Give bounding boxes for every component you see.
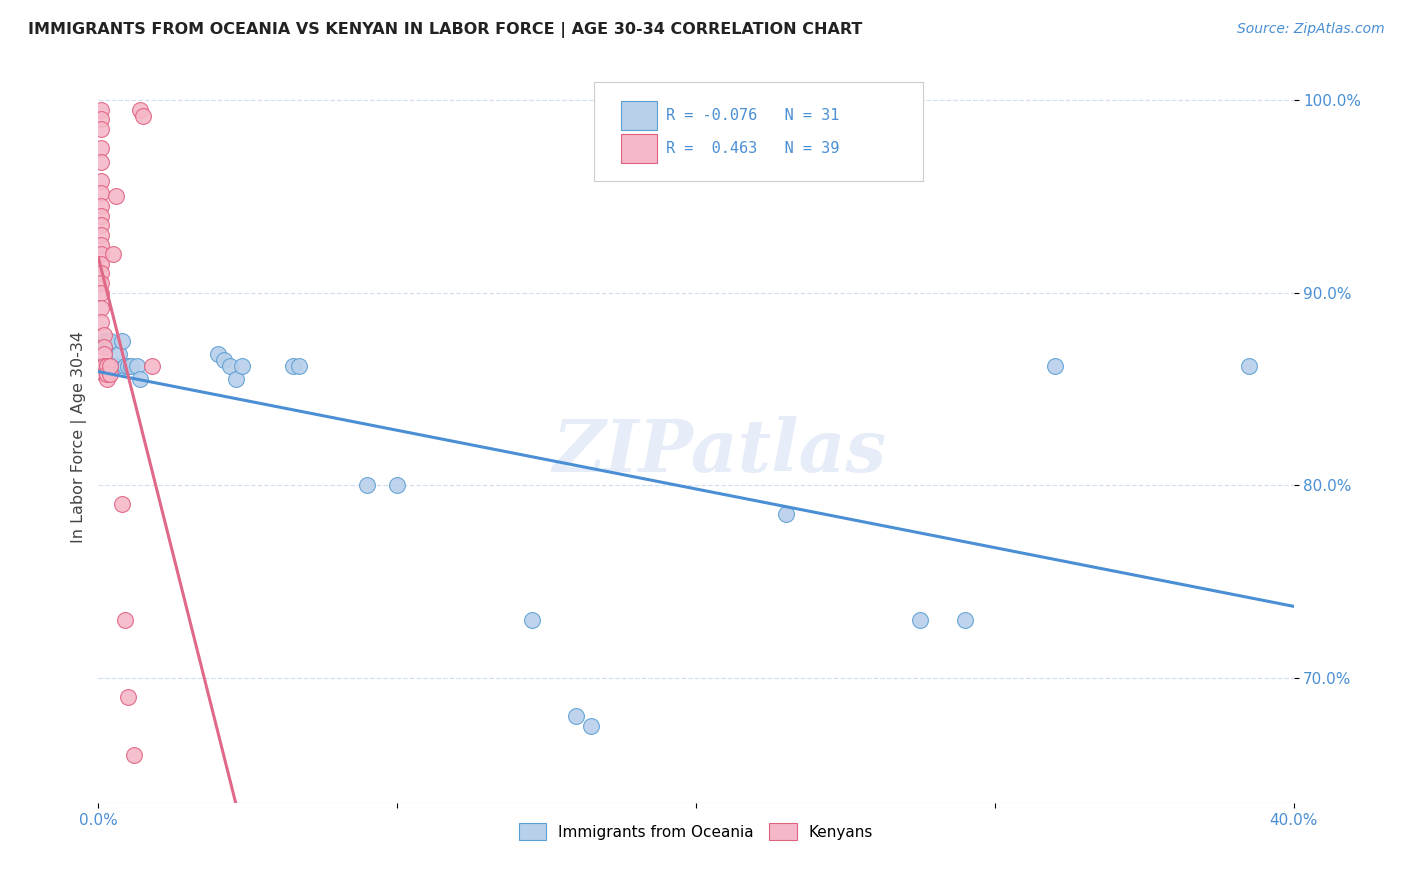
Point <box>565 709 588 723</box>
Point <box>90 154 112 169</box>
Point <box>212 353 235 368</box>
Point <box>90 209 112 223</box>
Point <box>219 359 242 373</box>
Point <box>93 367 115 381</box>
Point <box>287 359 309 373</box>
Point <box>281 359 304 373</box>
Point <box>90 359 112 373</box>
FancyBboxPatch shape <box>595 82 922 181</box>
Point <box>90 174 112 188</box>
Point <box>103 359 125 373</box>
Bar <box>620 134 657 163</box>
Point <box>98 367 122 381</box>
Legend: Immigrants from Oceania, Kenyans: Immigrants from Oceania, Kenyans <box>513 816 879 847</box>
Point <box>90 227 112 242</box>
Point <box>111 334 134 348</box>
Point <box>117 690 139 704</box>
Point <box>96 367 118 381</box>
Point <box>1237 359 1260 373</box>
Point <box>1043 359 1066 373</box>
Point <box>96 372 118 386</box>
Text: R = -0.076   N = 31: R = -0.076 N = 31 <box>666 108 839 123</box>
Point <box>775 507 797 521</box>
Point <box>207 347 229 361</box>
Point <box>93 359 115 373</box>
Point <box>129 103 152 117</box>
Point <box>90 237 112 252</box>
Point <box>90 301 112 315</box>
Point <box>105 359 128 373</box>
Point <box>93 340 115 354</box>
Point <box>127 359 149 373</box>
Point <box>132 109 155 123</box>
Point <box>105 189 128 203</box>
Point <box>124 747 146 762</box>
Point <box>98 359 122 373</box>
Text: Source: ZipAtlas.com: Source: ZipAtlas.com <box>1237 22 1385 37</box>
Point <box>356 478 378 492</box>
Point <box>93 347 115 361</box>
Point <box>520 613 543 627</box>
Point <box>90 359 112 373</box>
Point <box>129 372 152 386</box>
Point <box>114 613 136 627</box>
Text: IMMIGRANTS FROM OCEANIA VS KENYAN IN LABOR FORCE | AGE 30-34 CORRELATION CHART: IMMIGRANTS FROM OCEANIA VS KENYAN IN LAB… <box>28 22 862 38</box>
Point <box>98 334 122 348</box>
Point <box>96 359 118 373</box>
Point <box>90 267 112 281</box>
Point <box>90 219 112 233</box>
Point <box>90 199 112 213</box>
Point <box>231 359 253 373</box>
Point <box>90 359 112 373</box>
Point <box>98 359 122 373</box>
Point <box>108 347 131 361</box>
Point <box>117 359 139 373</box>
Point <box>581 719 603 733</box>
Point <box>93 334 115 348</box>
Point <box>96 359 118 373</box>
Point <box>90 247 112 261</box>
Point <box>90 122 112 136</box>
Point <box>90 359 112 373</box>
Point <box>90 359 112 373</box>
Point <box>103 247 125 261</box>
Text: R =  0.463   N = 39: R = 0.463 N = 39 <box>666 141 839 156</box>
Point <box>93 359 115 373</box>
Text: ZIPatlas: ZIPatlas <box>553 417 887 487</box>
Point <box>225 372 247 386</box>
Point <box>111 498 134 512</box>
Point <box>90 285 112 300</box>
Point <box>90 315 112 329</box>
Point <box>96 359 118 373</box>
Bar <box>620 101 657 130</box>
Point <box>90 141 112 155</box>
Point <box>120 359 142 373</box>
Point <box>953 613 976 627</box>
Point <box>90 276 112 290</box>
Point <box>141 359 163 373</box>
Point <box>96 334 118 348</box>
Point <box>90 257 112 271</box>
Point <box>93 328 115 343</box>
Point <box>114 359 136 373</box>
Point <box>385 478 409 492</box>
Point <box>90 112 112 127</box>
Point <box>90 186 112 200</box>
Point <box>908 613 931 627</box>
Point <box>90 103 112 117</box>
Y-axis label: In Labor Force | Age 30-34: In Labor Force | Age 30-34 <box>72 331 87 543</box>
Point <box>103 359 125 373</box>
